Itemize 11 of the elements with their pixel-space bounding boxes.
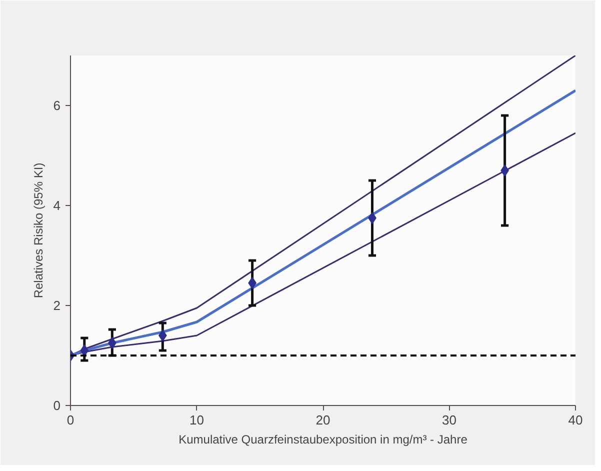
x-tick-label: 40: [568, 412, 583, 428]
y-tick-label: 0: [53, 398, 61, 413]
y-tick-label: 6: [53, 98, 61, 113]
y-tick-label: 2: [53, 298, 61, 313]
x-tick-label: 30: [442, 412, 456, 428]
x-tick-label: 0: [66, 412, 74, 428]
x-tick-label: 20: [316, 412, 330, 428]
y-axis-title: Relatives Risiko (95% KI): [31, 162, 46, 298]
x-axis-title: Kumulative Quarzfeinstaubexposition in mg/m³ - Jahre: [178, 432, 468, 446]
y-tick-label: 4: [53, 198, 61, 213]
x-tick-label: 10: [190, 412, 204, 428]
